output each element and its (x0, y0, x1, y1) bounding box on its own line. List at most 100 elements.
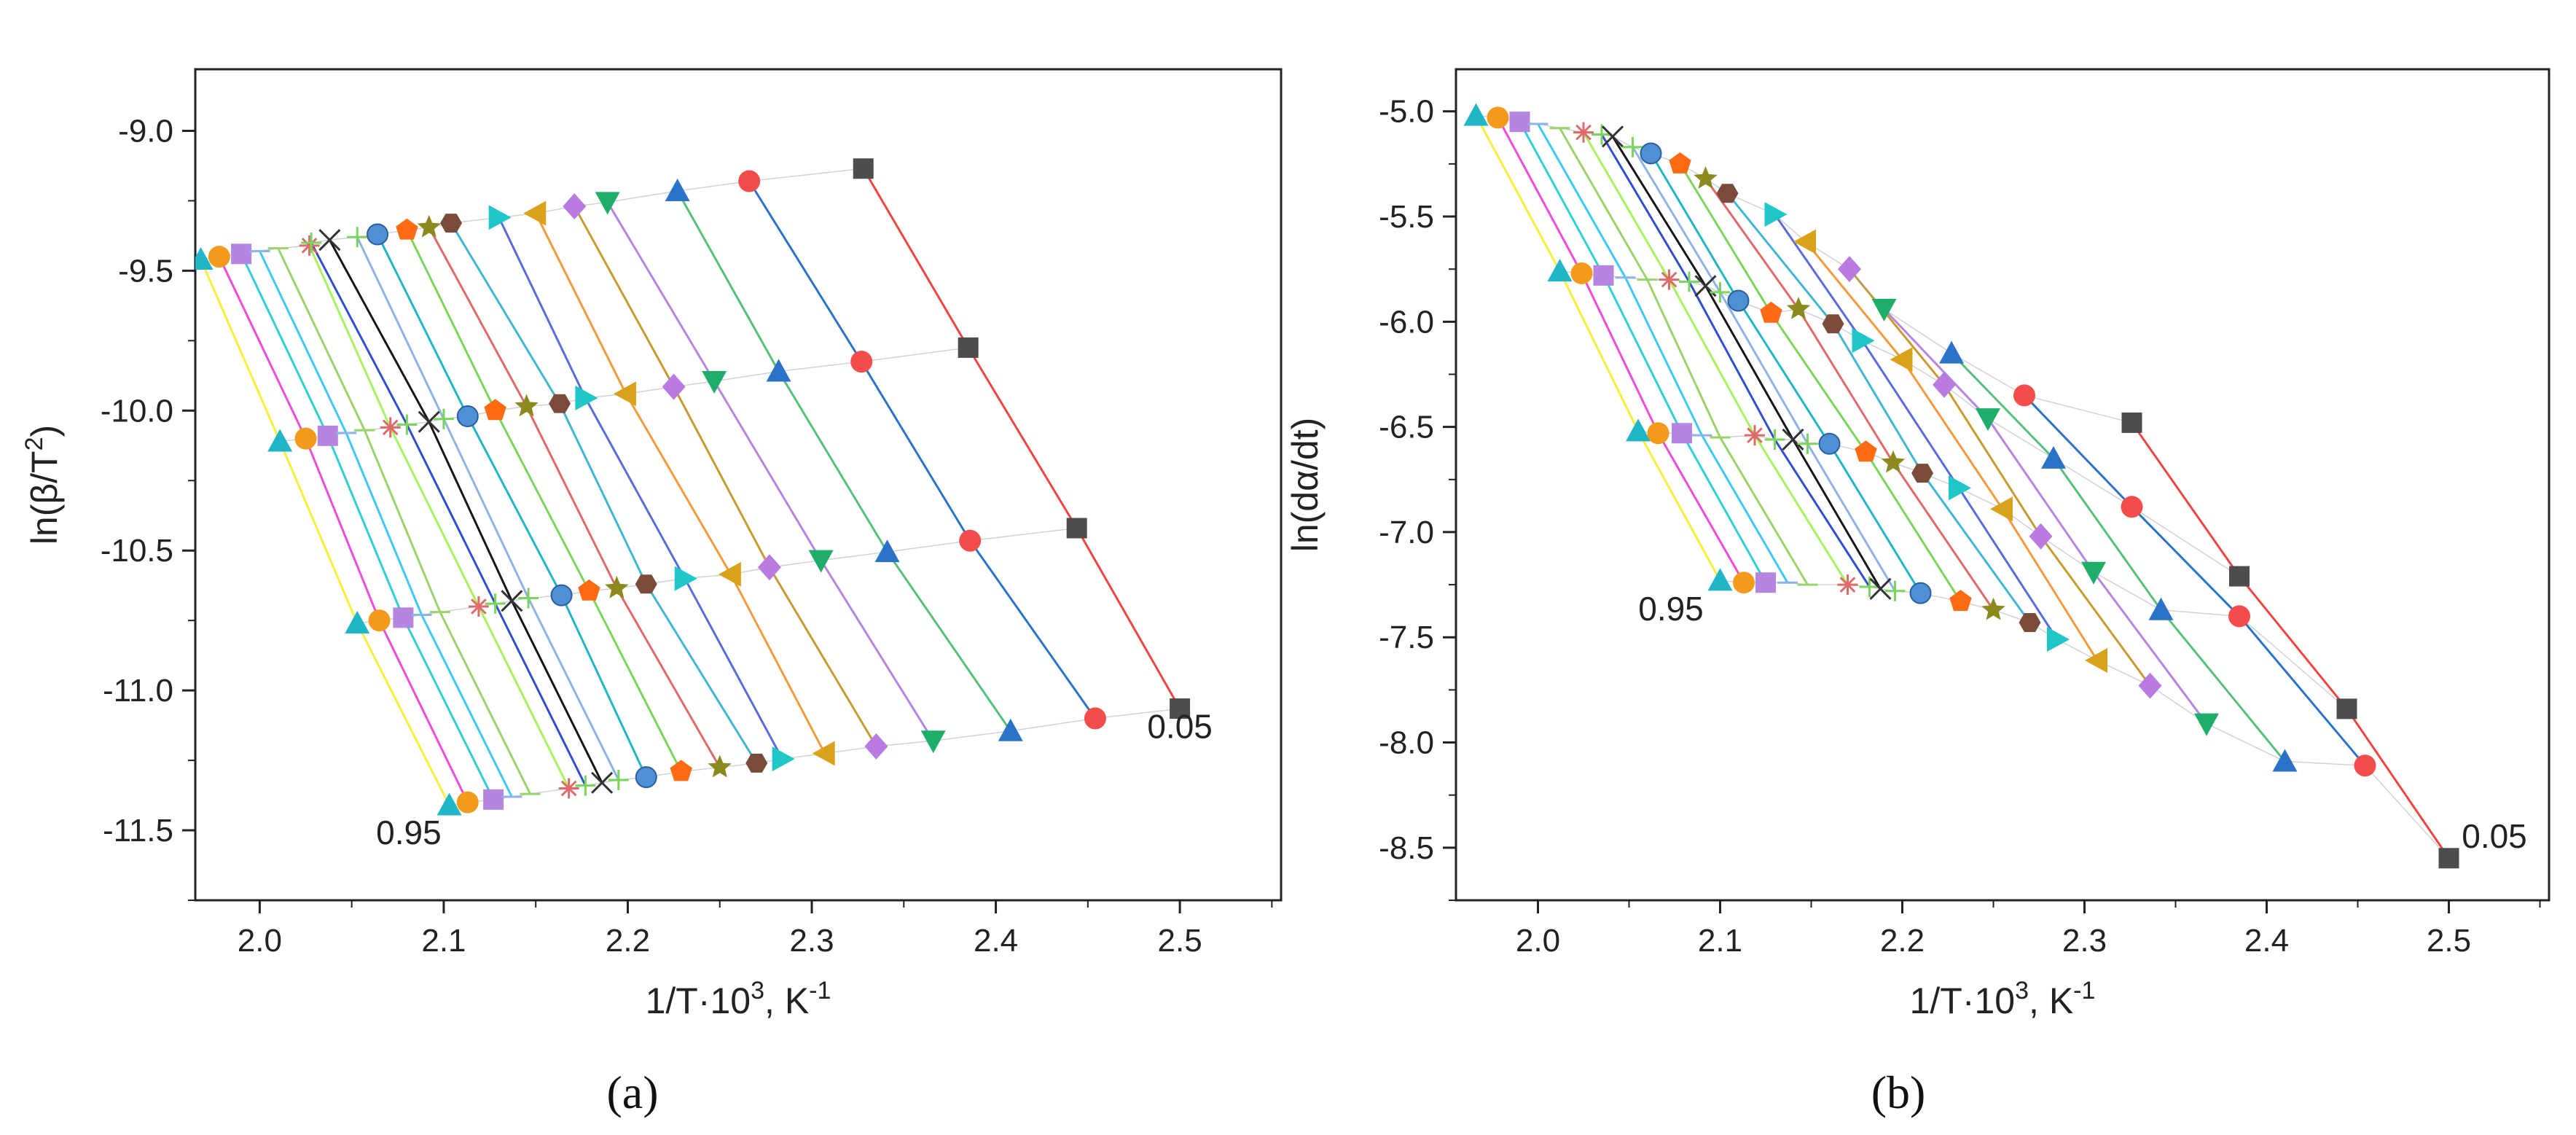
data-point-0.075 (2121, 496, 2143, 518)
x-axis-title-sup: 3 (751, 977, 764, 1005)
data-point-0.10 (2148, 597, 2174, 620)
data-point-0.40 (1786, 297, 1811, 319)
x-axis-title-sup2: -1 (809, 977, 831, 1005)
data-point-0.90 (1647, 422, 1669, 445)
data-point-0.50 (456, 405, 479, 427)
data-point-0.85 (1509, 112, 1530, 133)
series-line-0.55 (1632, 147, 1896, 592)
panel-b-label: (b) (1871, 1066, 1926, 1118)
series-line-0.90 (218, 256, 469, 803)
data-point-0.10 (766, 359, 791, 382)
data-point-0.60 (418, 410, 440, 433)
data-point-0.075 (738, 170, 761, 192)
data-point-0.60 (318, 229, 341, 251)
series-line-0.075 (748, 180, 1097, 719)
data-point-0.90 (1733, 572, 1755, 594)
data-point-0.15 (1976, 408, 2000, 432)
annotation-0.05: 0.05 (2462, 817, 2527, 855)
series-line-0.30 (498, 217, 783, 760)
plot-frame-a (194, 68, 1283, 902)
x-axis-title-main: 1/T·10 (1910, 980, 2016, 1021)
y-tick-label: -6.0 (1379, 304, 1434, 340)
data-point-0.45 (670, 760, 692, 781)
data-point-0.55 (608, 769, 629, 790)
series-line-0.70 (308, 245, 571, 789)
y-tick-label: -7.0 (1379, 515, 1434, 550)
data-point-0.075 (850, 351, 873, 373)
data-point-0.45 (578, 579, 600, 601)
data-point-0.35 (440, 214, 463, 233)
data-point-0.35 (745, 753, 768, 773)
y-axis-title: ln(dα/dt) (1285, 418, 1326, 553)
data-point-0.40 (417, 214, 441, 238)
series-line-0.60 (1611, 136, 1882, 590)
data-point-0.70 (558, 778, 579, 799)
data-point-0.20 (2138, 672, 2162, 699)
data-point-0.70 (380, 417, 401, 438)
data-point-0.95 (1626, 418, 1651, 442)
data-point-0.20 (662, 373, 686, 400)
data-point-0.35 (1911, 464, 1933, 483)
series-line-0.40 (428, 227, 721, 768)
data-point-0.30 (1764, 202, 1788, 227)
plot-frame-b (1455, 68, 2550, 902)
series-line-0.75 (1559, 128, 1809, 585)
data-point-0.05 (2336, 698, 2357, 719)
y-tick-label: -10.0 (101, 393, 173, 429)
data-point-0.55 (1710, 281, 1731, 303)
data-point-0.075 (1084, 707, 1106, 730)
data-point-0.35 (1716, 184, 1739, 203)
data-point-0.65 (1592, 124, 1612, 145)
data-point-0.85 (483, 789, 504, 810)
data-point-0.90 (1487, 106, 1509, 129)
data-point-0.45 (396, 218, 418, 240)
data-point-0.50 (1818, 432, 1841, 455)
data-point-0.10 (1939, 340, 1964, 364)
data-point-0.30 (674, 566, 697, 591)
data-point-0.30 (575, 386, 598, 411)
data-point-0.50 (1727, 289, 1750, 312)
series-line-0.95 (200, 259, 450, 806)
data-point-0.30 (772, 746, 795, 772)
data-point-0.50 (1640, 142, 1662, 165)
x-tick-label: 2.2 (1880, 923, 1925, 959)
data-point-0.95 (436, 792, 462, 816)
series-line-0.35 (450, 222, 758, 764)
data-point-0.95 (1547, 259, 1573, 282)
y-tick-label: -8.0 (1379, 725, 1434, 761)
data-point-0.35 (549, 394, 571, 413)
series-line-0.15 (606, 201, 934, 742)
x-tick-label: 2.0 (238, 923, 282, 959)
x-axis-title-sup: 3 (2015, 977, 2029, 1005)
data-point-0.075 (959, 529, 982, 552)
data-point-0.65 (485, 593, 506, 615)
x-axis-title-tail: , K (764, 980, 809, 1021)
data-point-0.50 (635, 766, 657, 789)
data-point-0.05 (958, 337, 979, 358)
series-line-0.90 (1497, 117, 1745, 583)
data-point-0.10 (2272, 749, 2298, 772)
data-point-0.50 (1909, 582, 1932, 604)
series-line-0.85 (1519, 121, 1767, 583)
data-point-0.45 (1669, 152, 1691, 173)
data-point-0.55 (1622, 136, 1643, 157)
data-point-0.40 (708, 754, 732, 778)
data-point-0.15 (808, 550, 834, 573)
data-point-0.95 (1463, 103, 1489, 126)
data-point-0.95 (195, 247, 214, 270)
data-point-0.70 (468, 596, 489, 617)
data-point-0.20 (2029, 523, 2053, 550)
data-point-0.15 (2194, 713, 2219, 736)
y-axis-title-main: ln(dα/dt) (1285, 418, 1326, 553)
data-point-0.95 (1707, 568, 1733, 591)
data-point-0.05 (1066, 518, 1087, 539)
y-tick-label: -5.0 (1379, 94, 1434, 130)
series-line-0.10 (676, 190, 1011, 732)
data-point-0.30 (1852, 328, 1875, 354)
data-point-0.05 (2121, 412, 2142, 433)
series-line-0.60 (329, 239, 603, 784)
series-line-0.80 (259, 250, 513, 797)
series-line-0.10 (1950, 352, 2286, 762)
y-tick-label: -8.5 (1379, 830, 1434, 866)
